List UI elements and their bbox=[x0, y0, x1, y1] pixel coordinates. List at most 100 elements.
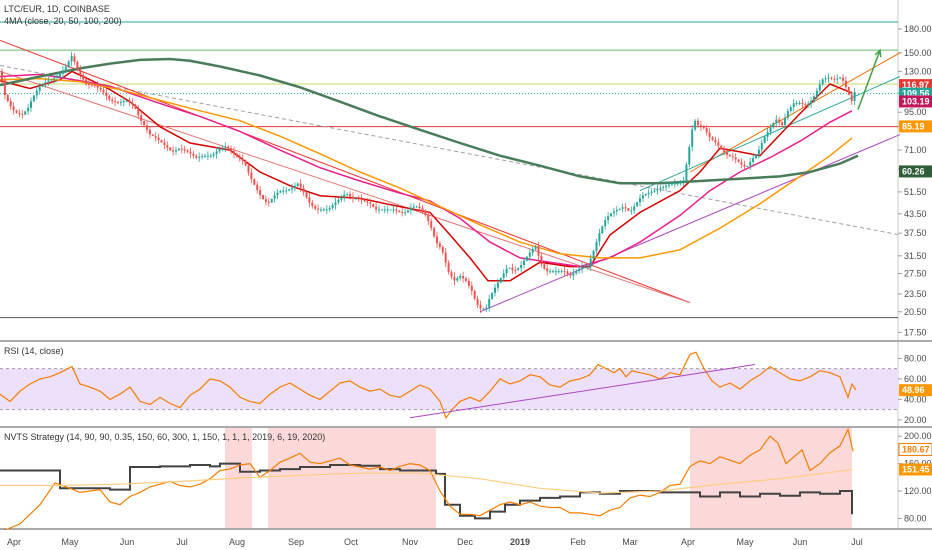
candle-body bbox=[15, 110, 18, 113]
rsi-band bbox=[0, 368, 898, 410]
candle-body bbox=[847, 87, 850, 95]
y-tick-label: 95.00 bbox=[904, 107, 927, 117]
candle-body bbox=[85, 79, 88, 85]
candle-body bbox=[61, 70, 64, 74]
candle-body bbox=[821, 79, 824, 85]
y-tick-label: 120.00 bbox=[904, 486, 932, 496]
x-tick-label: 2019 bbox=[510, 537, 530, 547]
candle-body bbox=[148, 129, 151, 135]
candle-body bbox=[372, 204, 375, 207]
candle-body bbox=[244, 160, 247, 166]
nvts-shaded-range bbox=[268, 428, 436, 528]
nvts-value-badge-label: 151.45 bbox=[902, 464, 930, 474]
candle-body bbox=[520, 264, 523, 268]
candle-body bbox=[804, 103, 807, 106]
candle-body bbox=[238, 156, 241, 159]
candle-body bbox=[317, 208, 320, 210]
nvts-line-0 bbox=[0, 462, 853, 520]
candle-body bbox=[525, 256, 528, 261]
y-tick-label: 200.00 bbox=[904, 431, 932, 441]
candle-body bbox=[230, 148, 233, 152]
x-tick-label: Nov bbox=[402, 537, 419, 547]
candle-body bbox=[607, 216, 610, 221]
candle-body bbox=[781, 122, 784, 125]
candle-body bbox=[189, 151, 192, 154]
candle-body bbox=[789, 107, 792, 112]
chart-title: LTC/EUR, 1D, COINBASE bbox=[4, 4, 110, 14]
x-tick-label: Jul bbox=[176, 537, 188, 547]
x-tick-label: Jun bbox=[793, 537, 808, 547]
candle-body bbox=[818, 84, 821, 91]
x-tick-label: Aug bbox=[229, 537, 245, 547]
candle-body bbox=[566, 271, 569, 274]
candle-body bbox=[734, 157, 737, 160]
candle-body bbox=[383, 209, 386, 211]
y-tick-label: 51.50 bbox=[904, 187, 927, 197]
candle-body bbox=[430, 221, 433, 229]
candle-body bbox=[563, 271, 566, 273]
candle-body bbox=[827, 77, 830, 79]
candle-body bbox=[378, 209, 380, 211]
candle-body bbox=[137, 108, 140, 116]
candle-body bbox=[688, 146, 691, 165]
candle-body bbox=[209, 155, 212, 157]
candle-body bbox=[320, 209, 322, 211]
price-badge-label: 116.97 bbox=[902, 80, 929, 90]
candle-body bbox=[131, 102, 134, 105]
candle-body bbox=[322, 209, 325, 211]
candle-body bbox=[618, 208, 621, 211]
candle-body bbox=[676, 183, 679, 185]
candle-body bbox=[90, 84, 93, 86]
candle-body bbox=[543, 264, 546, 269]
candle-body bbox=[670, 183, 673, 185]
candle-body bbox=[438, 243, 441, 248]
candle-body bbox=[354, 198, 357, 200]
candle-body bbox=[453, 276, 456, 281]
candle-body bbox=[3, 80, 6, 95]
candle-body bbox=[418, 206, 421, 209]
candle-body bbox=[41, 83, 44, 87]
candle-body bbox=[528, 252, 531, 257]
candle-body bbox=[656, 189, 659, 191]
candle-body bbox=[546, 268, 549, 272]
pane-background-0 bbox=[0, 0, 898, 340]
candle-body bbox=[592, 250, 595, 259]
candle-body bbox=[450, 272, 453, 277]
candle-body bbox=[482, 308, 485, 310]
y-tick-label: 27.50 bbox=[904, 269, 927, 279]
price-pane: 180.00150.00130.00110.0095.0085.0071.006… bbox=[0, 0, 932, 342]
candle-body bbox=[215, 151, 218, 155]
candle-body bbox=[476, 298, 479, 305]
rsi-pane: 80.00 60.00 40.00 20.00 48.96 bbox=[0, 342, 932, 428]
candle-body bbox=[644, 194, 647, 196]
candle-body bbox=[192, 153, 195, 156]
candle-body bbox=[27, 107, 30, 112]
candle-body bbox=[262, 195, 264, 200]
candle-body bbox=[517, 267, 520, 271]
candle-body bbox=[305, 192, 308, 198]
x-tick-label: Apr bbox=[7, 537, 21, 547]
candle-body bbox=[456, 278, 459, 281]
candle-body bbox=[494, 287, 496, 293]
x-tick-label: Oct bbox=[344, 537, 359, 547]
candle-body bbox=[554, 271, 557, 273]
nvts-value-badge bbox=[898, 442, 932, 456]
candle-body bbox=[186, 150, 189, 152]
candle-body bbox=[581, 266, 583, 269]
x-tick-label: Dec bbox=[457, 537, 474, 547]
candle-body bbox=[639, 198, 641, 203]
candle-body bbox=[853, 92, 856, 102]
candle-body bbox=[218, 148, 221, 152]
candle-body bbox=[470, 285, 473, 291]
candle-body bbox=[325, 209, 328, 211]
candle-body bbox=[844, 80, 847, 88]
x-tick-label: Mar bbox=[622, 537, 638, 547]
candle-body bbox=[691, 129, 694, 147]
candle-body bbox=[728, 154, 731, 157]
candle-body bbox=[743, 164, 746, 167]
candle-body bbox=[447, 262, 450, 273]
candle-body bbox=[56, 76, 59, 78]
candle-body bbox=[595, 241, 598, 251]
candle-body bbox=[505, 268, 508, 274]
